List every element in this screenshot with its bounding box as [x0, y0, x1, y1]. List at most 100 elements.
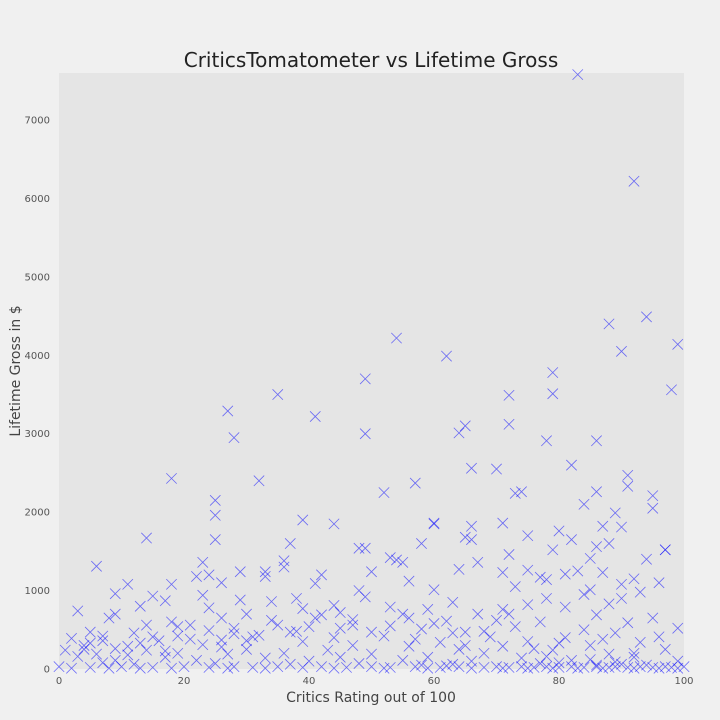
scatter-point — [197, 589, 209, 601]
scatter-point — [228, 628, 240, 640]
scatter-point — [203, 661, 215, 673]
scatter-point — [384, 620, 396, 632]
scatter-point — [109, 588, 121, 600]
scatter-point — [297, 603, 309, 615]
scatter-point — [672, 338, 684, 350]
scatter-point — [353, 542, 365, 554]
scatter-point — [403, 640, 415, 652]
scatter-point — [166, 662, 177, 674]
scatter-point — [222, 662, 234, 674]
scatter-point — [609, 507, 621, 519]
x-axis-label: Critics Rating out of 100 — [286, 690, 456, 706]
scatter-point — [347, 614, 359, 626]
scatter-point — [428, 517, 440, 529]
scatter-point — [603, 648, 615, 660]
scatter-point — [516, 661, 527, 673]
scatter-point — [547, 367, 559, 379]
scatter-point — [166, 616, 177, 628]
scatter-point — [241, 608, 252, 620]
scatter-point — [491, 463, 502, 475]
scatter-point — [522, 564, 534, 576]
scatter-point — [584, 552, 596, 564]
scatter-point — [634, 661, 646, 673]
scatter-point — [559, 632, 571, 644]
scatter-point — [147, 631, 159, 643]
scatter-point — [309, 612, 321, 624]
scatter-point — [641, 553, 652, 565]
scatter-point — [91, 648, 102, 660]
scatter-point — [122, 649, 134, 661]
scatter-point — [641, 311, 652, 323]
scatter-point — [228, 432, 240, 444]
scatter-point — [441, 615, 452, 627]
scatter-point — [97, 630, 109, 642]
scatter-point — [147, 661, 159, 673]
scatter-point — [659, 544, 671, 556]
scatter-point — [328, 599, 340, 611]
scatter-point — [334, 651, 346, 663]
scatter-point — [291, 592, 302, 604]
scatter-point — [272, 619, 284, 631]
scatter-point — [159, 645, 171, 657]
scatter-point — [553, 525, 565, 537]
scatter-point — [172, 647, 184, 659]
scatter-point — [516, 486, 527, 498]
y-tick-label: 0 — [44, 665, 50, 676]
scatter-point — [241, 643, 252, 655]
scatter-point — [341, 661, 352, 673]
scatter-point — [603, 318, 615, 330]
scatter-point — [541, 650, 552, 662]
scatter-point — [203, 625, 215, 637]
scatter-point — [278, 647, 290, 659]
scatter-point — [416, 659, 427, 671]
scatter-point — [484, 631, 496, 643]
scatter-point — [272, 389, 284, 401]
scatter-point — [453, 563, 465, 575]
scatter-point — [122, 578, 134, 590]
scatter-point — [534, 658, 546, 669]
scatter-point — [666, 384, 677, 396]
scatter-point — [478, 625, 490, 637]
scatter-point — [216, 641, 227, 653]
scatter-point — [566, 661, 577, 673]
scatter-point — [247, 631, 259, 643]
scatter-point — [647, 502, 659, 514]
scatter-point — [416, 623, 427, 635]
scatter-point — [572, 565, 584, 577]
scatter-point — [628, 573, 640, 585]
scatter-point — [591, 486, 602, 498]
scatter-point — [497, 517, 509, 529]
scatter-point — [353, 658, 365, 669]
scatter-point — [316, 661, 327, 673]
scatter-point — [359, 591, 371, 603]
scatter-point — [597, 520, 609, 532]
scatter-point — [541, 592, 552, 604]
y-tick-label: 1000 — [25, 586, 50, 597]
scatter-point — [97, 657, 109, 669]
scatter-point — [141, 532, 152, 544]
scatter-point — [284, 658, 296, 670]
scatter-point — [397, 654, 409, 666]
scatter-point — [384, 601, 396, 613]
scatter-point — [291, 625, 302, 637]
scatter-point — [453, 427, 465, 439]
scatter-point — [434, 636, 446, 648]
scatter-point — [659, 643, 671, 655]
scatter-point — [603, 598, 615, 610]
scatter-point — [203, 602, 215, 614]
scatter-point — [616, 578, 627, 590]
y-tick-label: 3000 — [25, 429, 50, 440]
scatter-point — [116, 661, 127, 673]
scatter-point — [584, 584, 596, 596]
scatter-point — [578, 498, 590, 510]
scatter-point — [453, 643, 465, 655]
scatter-point — [172, 630, 184, 642]
scatter-point — [403, 575, 415, 587]
scatter-point — [66, 662, 77, 674]
scatter-point — [84, 626, 96, 638]
scatter-point — [316, 609, 327, 621]
scatter-point — [422, 603, 434, 615]
scatter-point — [466, 462, 477, 474]
scatter-point — [591, 661, 602, 673]
